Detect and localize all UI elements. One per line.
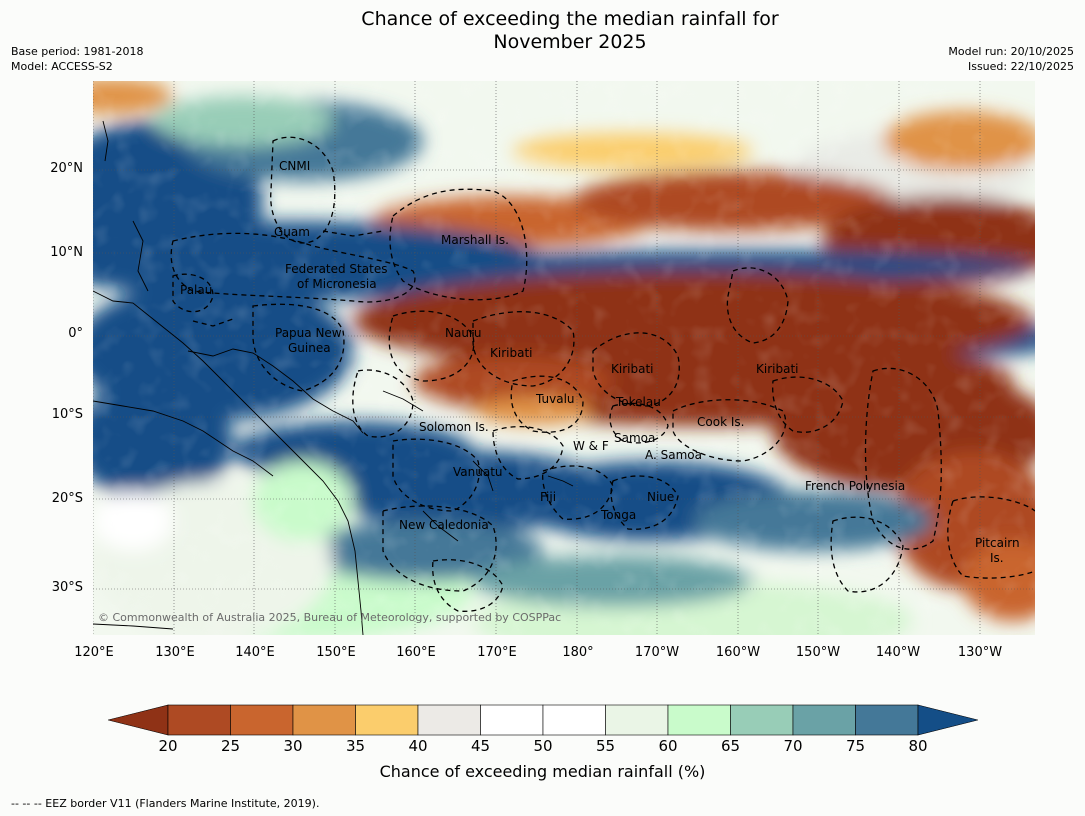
- lon-label: 140°E: [235, 645, 275, 660]
- colorbar-tick: 30: [283, 737, 303, 755]
- label-asamoa: A. Samoa: [645, 448, 702, 462]
- lon-label: 150°W: [795, 645, 841, 660]
- lon-label: 120°E: [74, 645, 114, 660]
- label-kiribati-e: Kiribati: [756, 362, 798, 376]
- map-canvas: CNMI Guam Marshall Is. Federated States …: [93, 81, 1035, 635]
- lat-label: 10°N: [50, 245, 83, 260]
- colorbar-extend-high: [917, 704, 978, 736]
- colorbar-tick: 80: [908, 737, 928, 755]
- eez-borders: [170, 136, 1035, 612]
- colorbar-segment: [292, 704, 356, 736]
- label-solomon: Solomon Is.: [419, 420, 489, 434]
- colorbar-extend-low: [108, 704, 169, 736]
- colorbar-segment: [855, 704, 919, 736]
- lat-label: 0°: [68, 326, 83, 341]
- colorbar-segment: [605, 704, 669, 736]
- label-cnmi: CNMI: [279, 159, 310, 173]
- colorbar: [108, 704, 978, 736]
- lon-label: 160°E: [396, 645, 436, 660]
- colorbar-tick: 60: [658, 737, 678, 755]
- lon-label: 140°W: [875, 645, 921, 660]
- label-wf: W & F: [573, 439, 609, 453]
- colorbar-tick: 55: [595, 737, 616, 755]
- model-name: Model: ACCESS-S2: [11, 60, 113, 73]
- label-kiribati-c: Kiribati: [611, 362, 653, 376]
- colorbar-segment: [792, 704, 856, 736]
- label-pitcairn-1: Pitcairn: [975, 536, 1020, 550]
- colorbar-segment: [730, 704, 794, 736]
- label-tuvalu: Tuvalu: [535, 392, 575, 406]
- gridlines: [93, 81, 1035, 635]
- lat-label: 10°S: [51, 407, 83, 422]
- label-vanuatu: Vanuatu: [453, 465, 503, 479]
- colorbar-segment: [417, 704, 481, 736]
- lon-label: 170°W: [634, 645, 680, 660]
- label-tokelau: Tokelau: [615, 395, 661, 409]
- model-run: Model run: 20/10/2025: [948, 45, 1074, 58]
- label-png-2: Guinea: [288, 341, 331, 355]
- title-line-1: Chance of exceeding the median rainfall …: [361, 8, 779, 30]
- colorbar-segment: [230, 704, 294, 736]
- colorbar-tick: 45: [470, 737, 491, 755]
- colorbar-tick: 50: [533, 737, 553, 755]
- eez-footnote: -- -- -- EEZ border V11 (Flanders Marine…: [11, 797, 320, 810]
- label-new-caledonia: New Caledonia: [399, 518, 489, 532]
- lat-label: 20°S: [51, 491, 83, 506]
- copyright-notice: © Commonwealth of Australia 2025, Bureau…: [98, 611, 561, 624]
- label-png-1: Papua New: [275, 326, 342, 340]
- map-title: Chance of exceeding the median rainfall …: [0, 8, 1085, 54]
- lon-label: 180°: [562, 645, 594, 660]
- colorbar-tick: 40: [408, 737, 428, 755]
- colorbar-segment: [667, 704, 731, 736]
- colorbar-tick: 35: [345, 737, 366, 755]
- label-niue: Niue: [647, 490, 674, 504]
- label-pitcairn-2: Is.: [990, 551, 1004, 565]
- issued-date: Issued: 22/10/2025: [967, 60, 1074, 73]
- lat-label: 30°S: [51, 580, 83, 595]
- label-nauru: Nauru: [445, 326, 481, 340]
- meta-left: Base period: 1981-2018 Model: ACCESS-S2: [11, 44, 143, 74]
- label-samoa: Samoa: [614, 431, 655, 445]
- lon-label: 170°E: [477, 645, 517, 660]
- colorbar-segment: [355, 704, 419, 736]
- label-fsm-1: Federated States: [285, 262, 387, 276]
- base-period: Base period: 1981-2018: [11, 45, 144, 58]
- lon-label: 150°E: [316, 645, 356, 660]
- colorbar-tick: 70: [783, 737, 803, 755]
- lon-label: 130°W: [957, 645, 1003, 660]
- colorbar-tick: 75: [845, 737, 866, 755]
- label-guam: Guam: [274, 225, 310, 239]
- colorbar-segment: [480, 704, 544, 736]
- label-fiji: Fiji: [540, 490, 556, 504]
- rainfall-field: CNMI Guam Marshall Is. Federated States …: [93, 81, 1035, 635]
- label-cook: Cook Is.: [697, 415, 744, 429]
- coastlines: [93, 120, 574, 635]
- lat-label: 20°N: [50, 161, 83, 176]
- colorbar-label: Chance of exceeding median rainfall (%): [379, 762, 706, 781]
- label-fsm-2: of Micronesia: [297, 277, 377, 291]
- label-french-polynesia: French Polynesia: [805, 479, 905, 493]
- label-kiribati-w: Kiribati: [490, 346, 532, 360]
- colorbar-segment: [167, 704, 231, 736]
- label-tonga: Tonga: [600, 508, 636, 522]
- colorbar-segment: [542, 704, 606, 736]
- lon-label: 160°W: [715, 645, 761, 660]
- colorbar-tick: 25: [220, 737, 241, 755]
- label-marshall: Marshall Is.: [441, 233, 509, 247]
- title-line-2: November 2025: [493, 31, 647, 53]
- colorbar-tick: 20: [158, 737, 178, 755]
- rainfall-map[interactable]: CNMI Guam Marshall Is. Federated States …: [93, 81, 1035, 635]
- colorbar-tick: 65: [720, 737, 741, 755]
- meta-right: Model run: 20/10/2025 Issued: 22/10/2025: [948, 44, 1074, 74]
- label-palau: Palau: [180, 283, 212, 297]
- lon-label: 130°E: [155, 645, 195, 660]
